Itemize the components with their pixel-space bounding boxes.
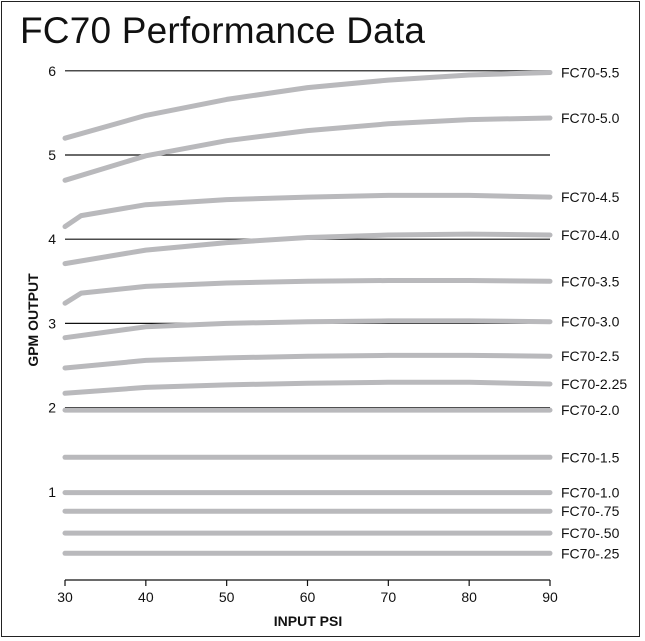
x-tick-label-80: 80 [461, 589, 477, 605]
y-tick-label-2: 2 [48, 400, 56, 416]
series-label-fc70-1-0: FC70-1.0 [561, 485, 620, 501]
x-tick-label-30: 30 [57, 589, 73, 605]
y-tick-label-1: 1 [48, 484, 56, 500]
x-tick-label-90: 90 [542, 589, 558, 605]
series-label-fc70-50: FC70-.50 [561, 525, 620, 541]
series-line-fc70-2-5 [62, 352, 553, 371]
series-label-fc70-3-5: FC70-3.5 [561, 273, 620, 289]
series-line-fc70-5-5 [62, 70, 553, 141]
y-tick-label-4: 4 [48, 231, 56, 247]
series-label-fc70-4-5: FC70-4.5 [561, 189, 620, 205]
series-line-fc70-4-0 [62, 231, 553, 267]
series-label-fc70-2-25: FC70-2.25 [561, 376, 627, 392]
x-tick-label-60: 60 [300, 589, 316, 605]
series-line-fc70-5-0 [62, 115, 553, 183]
series-label-fc70-5-0: FC70-5.0 [561, 110, 620, 126]
series-lines [62, 70, 553, 556]
series-label-fc70-1-5: FC70-1.5 [561, 449, 620, 465]
series-label-fc70-75: FC70-.75 [561, 503, 620, 519]
y-tick-label-6: 6 [48, 63, 56, 79]
series-label-fc70-3-0: FC70-3.0 [561, 314, 620, 330]
x-axis-title: INPUT PSI [274, 613, 342, 629]
chart-title: FC70 Performance Data [20, 10, 426, 51]
y-tick-label-5: 5 [48, 147, 56, 163]
x-tick-label-40: 40 [138, 589, 154, 605]
series-line-fc70-3-5 [62, 278, 553, 306]
y-tick-label-3: 3 [48, 315, 56, 331]
x-tick-label-50: 50 [219, 589, 235, 605]
x-tick-label-70: 70 [381, 589, 397, 605]
series-label-fc70-25: FC70-.25 [561, 545, 620, 561]
series-line-fc70-3-0 [62, 318, 553, 341]
x-axis: 30 40 50 60 70 80 90 [57, 579, 558, 605]
series-line-fc70-4-5 [62, 192, 553, 230]
series-line-fc70-2-25 [62, 379, 553, 396]
series-label-fc70-2-0: FC70-2.0 [561, 402, 620, 418]
y-tick-labels: 1 2 3 4 5 6 [48, 63, 56, 500]
series-label-fc70-2-5: FC70-2.5 [561, 348, 620, 364]
series-label-fc70-5-5: FC70-5.5 [561, 64, 620, 80]
series-labels: FC70-5.5 FC70-5.0 FC70-4.5 FC70-4.0 FC70-3.5… [561, 64, 627, 561]
series-label-fc70-4-0: FC70-4.0 [561, 227, 620, 243]
y-axis-title: GPM OUTPUT [25, 273, 41, 367]
